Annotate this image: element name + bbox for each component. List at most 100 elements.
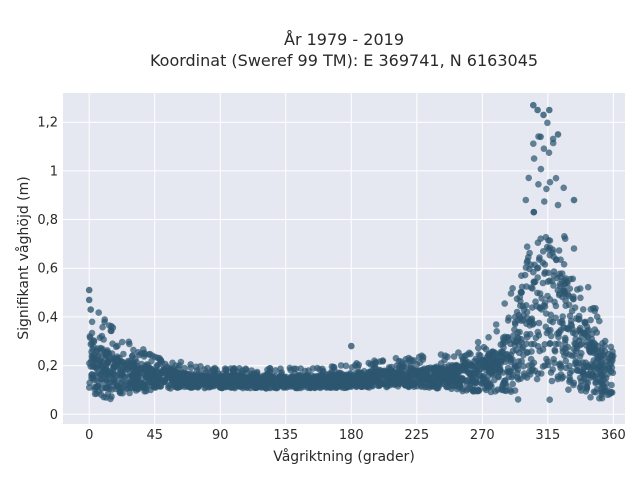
data-point (266, 378, 274, 386)
data-point (505, 336, 512, 344)
data-point (152, 384, 159, 391)
data-point (348, 342, 355, 350)
data-point (546, 396, 553, 404)
data-point (147, 386, 154, 394)
data-point (565, 326, 572, 333)
data-point (552, 174, 560, 182)
data-point (576, 285, 584, 292)
y-tick-labels: 0 0,2 0,4 0,6 0,8 1 1,2 (37, 116, 58, 423)
data-point (501, 300, 509, 307)
data-point (310, 379, 317, 386)
data-point (379, 358, 387, 365)
data-point (525, 174, 532, 182)
data-point (301, 367, 309, 375)
data-point (326, 370, 334, 377)
data-point (316, 380, 324, 387)
data-point (94, 361, 102, 368)
data-point (381, 371, 389, 378)
data-point (473, 363, 480, 370)
data-point (547, 332, 555, 340)
data-point (443, 366, 451, 373)
data-point (581, 320, 589, 327)
data-point (608, 381, 615, 389)
data-point (557, 283, 564, 290)
data-point (468, 378, 475, 386)
data-point (560, 184, 567, 192)
data-point (577, 294, 584, 302)
data-point (594, 364, 601, 372)
data-point (88, 318, 96, 326)
data-point (353, 360, 360, 367)
data-point (541, 261, 549, 268)
data-point (600, 363, 608, 371)
data-point (170, 379, 177, 386)
data-point (348, 364, 356, 371)
chart-title: År 1979 - 2019 (284, 30, 404, 49)
data-point (557, 326, 565, 334)
data-point (609, 369, 617, 377)
data-point (399, 375, 407, 383)
data-point (344, 379, 352, 387)
data-point (546, 340, 554, 347)
x-tick-labels: 0 45 90 135 180 225 270 315 360 (85, 428, 626, 443)
data-point (418, 352, 426, 360)
data-point (243, 374, 251, 382)
data-point (576, 367, 583, 375)
data-point (579, 306, 587, 313)
data-point (467, 350, 474, 358)
data-point (335, 372, 343, 380)
y-tick-label: 1,2 (37, 116, 58, 131)
y-tick-label: 0,6 (37, 262, 58, 277)
data-point (98, 332, 106, 340)
data-points (85, 101, 617, 404)
data-point (330, 374, 338, 382)
data-point (305, 372, 312, 380)
data-point (549, 249, 556, 256)
x-tick-label: 45 (146, 428, 163, 443)
data-point (502, 355, 509, 363)
data-point (570, 345, 578, 353)
data-point (480, 372, 487, 380)
data-point (100, 393, 107, 401)
data-point (192, 363, 200, 371)
y-tick-label: 0,8 (37, 213, 58, 228)
data-point (174, 384, 182, 391)
data-point (578, 349, 585, 357)
data-point (535, 332, 543, 339)
data-point (546, 244, 554, 251)
data-point (593, 329, 601, 336)
data-point (114, 342, 121, 350)
data-point (281, 383, 289, 391)
data-point (486, 368, 493, 375)
data-point (460, 376, 467, 384)
data-point (95, 309, 102, 316)
data-point (587, 394, 594, 401)
data-point (540, 111, 547, 119)
data-point (544, 358, 552, 366)
data-point (555, 340, 562, 348)
data-point (161, 377, 168, 385)
data-point (598, 356, 605, 364)
data-point (546, 317, 554, 324)
data-point (539, 279, 547, 287)
data-point (237, 374, 244, 382)
data-point (120, 360, 127, 367)
data-point (108, 372, 116, 379)
data-point (451, 376, 459, 384)
data-point (530, 340, 538, 348)
data-point (540, 145, 548, 152)
data-point (94, 382, 102, 390)
data-point (473, 379, 480, 386)
data-point (408, 375, 415, 383)
data-point (547, 326, 554, 334)
data-point (565, 386, 572, 394)
data-point (273, 379, 280, 387)
data-point (534, 106, 541, 114)
y-tick-label: 1 (50, 164, 58, 179)
data-point (229, 377, 237, 385)
data-point (550, 282, 557, 289)
data-point (255, 379, 263, 387)
data-point (545, 269, 552, 277)
data-point (535, 181, 542, 188)
data-point (493, 328, 501, 335)
